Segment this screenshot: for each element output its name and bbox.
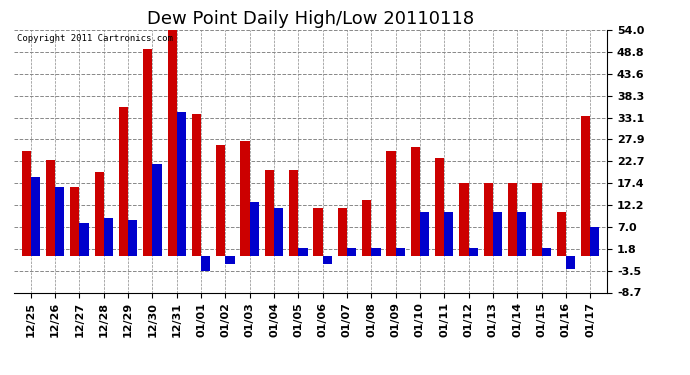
Bar (493, 212, 502, 256)
Bar (265, 170, 274, 256)
Bar (420, 212, 429, 256)
Bar (337, 208, 347, 256)
Bar (79, 223, 89, 256)
Bar (274, 208, 284, 256)
Bar (240, 141, 250, 256)
Bar (435, 158, 444, 256)
Bar (95, 172, 103, 256)
Bar (168, 30, 177, 256)
Bar (542, 248, 551, 256)
Text: Copyright 2011 Cartronics.com: Copyright 2011 Cartronics.com (17, 34, 172, 43)
Bar (371, 248, 381, 256)
Bar (144, 49, 152, 256)
Bar (444, 212, 453, 256)
Bar (152, 164, 161, 256)
Bar (104, 218, 113, 256)
Bar (21, 152, 31, 256)
Title: Dew Point Daily High/Low 20110118: Dew Point Daily High/Low 20110118 (147, 10, 474, 28)
Bar (298, 248, 308, 256)
Bar (581, 116, 590, 256)
Bar (216, 145, 226, 256)
Bar (313, 208, 323, 256)
Bar (250, 202, 259, 256)
Bar (128, 220, 137, 256)
Bar (201, 256, 210, 271)
Bar (532, 183, 542, 256)
Bar (411, 147, 420, 256)
Bar (566, 256, 575, 268)
Bar (31, 177, 40, 256)
Bar (119, 108, 128, 256)
Bar (192, 114, 201, 256)
Bar (469, 248, 477, 256)
Bar (323, 256, 332, 264)
Bar (386, 152, 395, 256)
Bar (484, 183, 493, 256)
Bar (508, 183, 518, 256)
Bar (460, 183, 469, 256)
Bar (395, 248, 405, 256)
Bar (590, 227, 600, 256)
Bar (55, 187, 64, 256)
Bar (177, 112, 186, 256)
Bar (226, 256, 235, 264)
Bar (70, 187, 79, 256)
Bar (289, 170, 298, 256)
Bar (347, 248, 356, 256)
Bar (518, 212, 526, 256)
Bar (557, 212, 566, 256)
Bar (46, 160, 55, 256)
Bar (362, 200, 371, 256)
